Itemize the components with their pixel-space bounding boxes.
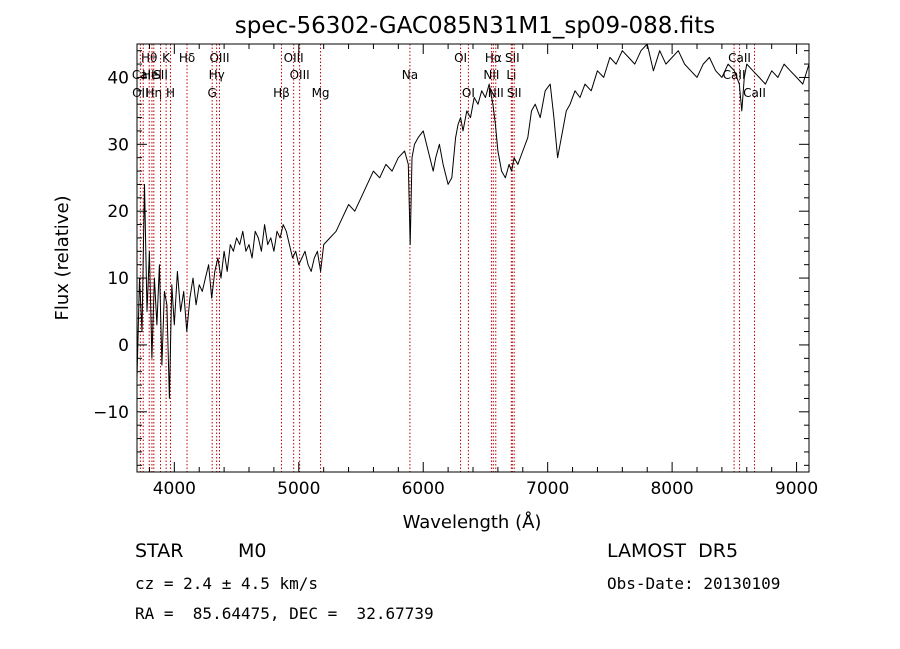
line-label-9: OIII [209,51,229,65]
line-label-5: K [162,51,171,65]
subclass: M0 [238,540,267,562]
x-tick-label: 9000 [775,479,818,499]
x-tick-label: 5000 [277,479,320,499]
redshift-value: cz = 2.4 ± 4.5 km/s [135,574,319,593]
line-label-14: OIII [290,68,310,82]
chart-title: spec-56302-GAC085N31M1_sp09-088.fits [235,13,715,39]
x-tick-label: 4000 [153,479,196,499]
line-label-0: Hθ [141,51,157,65]
line-label-17: OI [454,51,467,65]
line-label-4: Hη [145,86,162,100]
y-tick-label: −10 [93,403,129,423]
coordinates: RA = 85.64475, DEC = 32.67739 [135,604,434,623]
line-label-15: Mg [312,86,330,100]
spectrum-line [136,43,810,399]
y-tick-label: 10 [107,269,129,289]
y-tick-label: 20 [107,202,129,222]
line-label-18: OI [462,86,475,100]
line-label-22: SII [505,51,520,65]
line-label-2: HeI [142,68,162,82]
line-label-8: Hδ [179,51,195,65]
line-label-16: Na [402,68,418,82]
axis-ticks: 4000 5000 6000 7000 8000 9000 −10 0 10 20 30 40 [93,44,818,499]
line-label-10: Hγ [209,68,225,82]
line-label-11: G [208,86,217,100]
y-tick-label: 0 [118,336,129,356]
obs-date: Obs-Date: 20130109 [607,574,781,593]
line-label-23: Li [506,68,516,82]
y-tick-label: 40 [107,68,129,88]
plot-frame [136,43,810,473]
line-label-24: SII [507,86,522,100]
line-label-19: Hα [485,51,502,65]
object-class: STAR [135,540,184,562]
line-label-12: Hβ [273,86,290,100]
line-label-1: CaII [132,68,155,82]
x-axis-label: Wavelength (Å) [403,511,542,533]
y-tick-label: 30 [107,135,129,155]
x-tick-label: 8000 [650,479,693,499]
line-label-6: SII [153,68,168,82]
line-label-3: OII [132,86,149,100]
line-label-25: CaII [728,51,751,65]
y-axis-label: Flux (relative) [52,195,73,320]
x-tick-label: 7000 [526,479,569,499]
line-label-27: CaII [743,86,766,100]
survey-name: LAMOST DR5 [607,540,739,562]
x-tick-label: 6000 [402,479,445,499]
line-label-13: OIII [284,51,304,65]
line-label-7: H [166,86,175,100]
line-label-26: CaII [723,68,746,82]
line-label-20: NII [483,68,499,82]
